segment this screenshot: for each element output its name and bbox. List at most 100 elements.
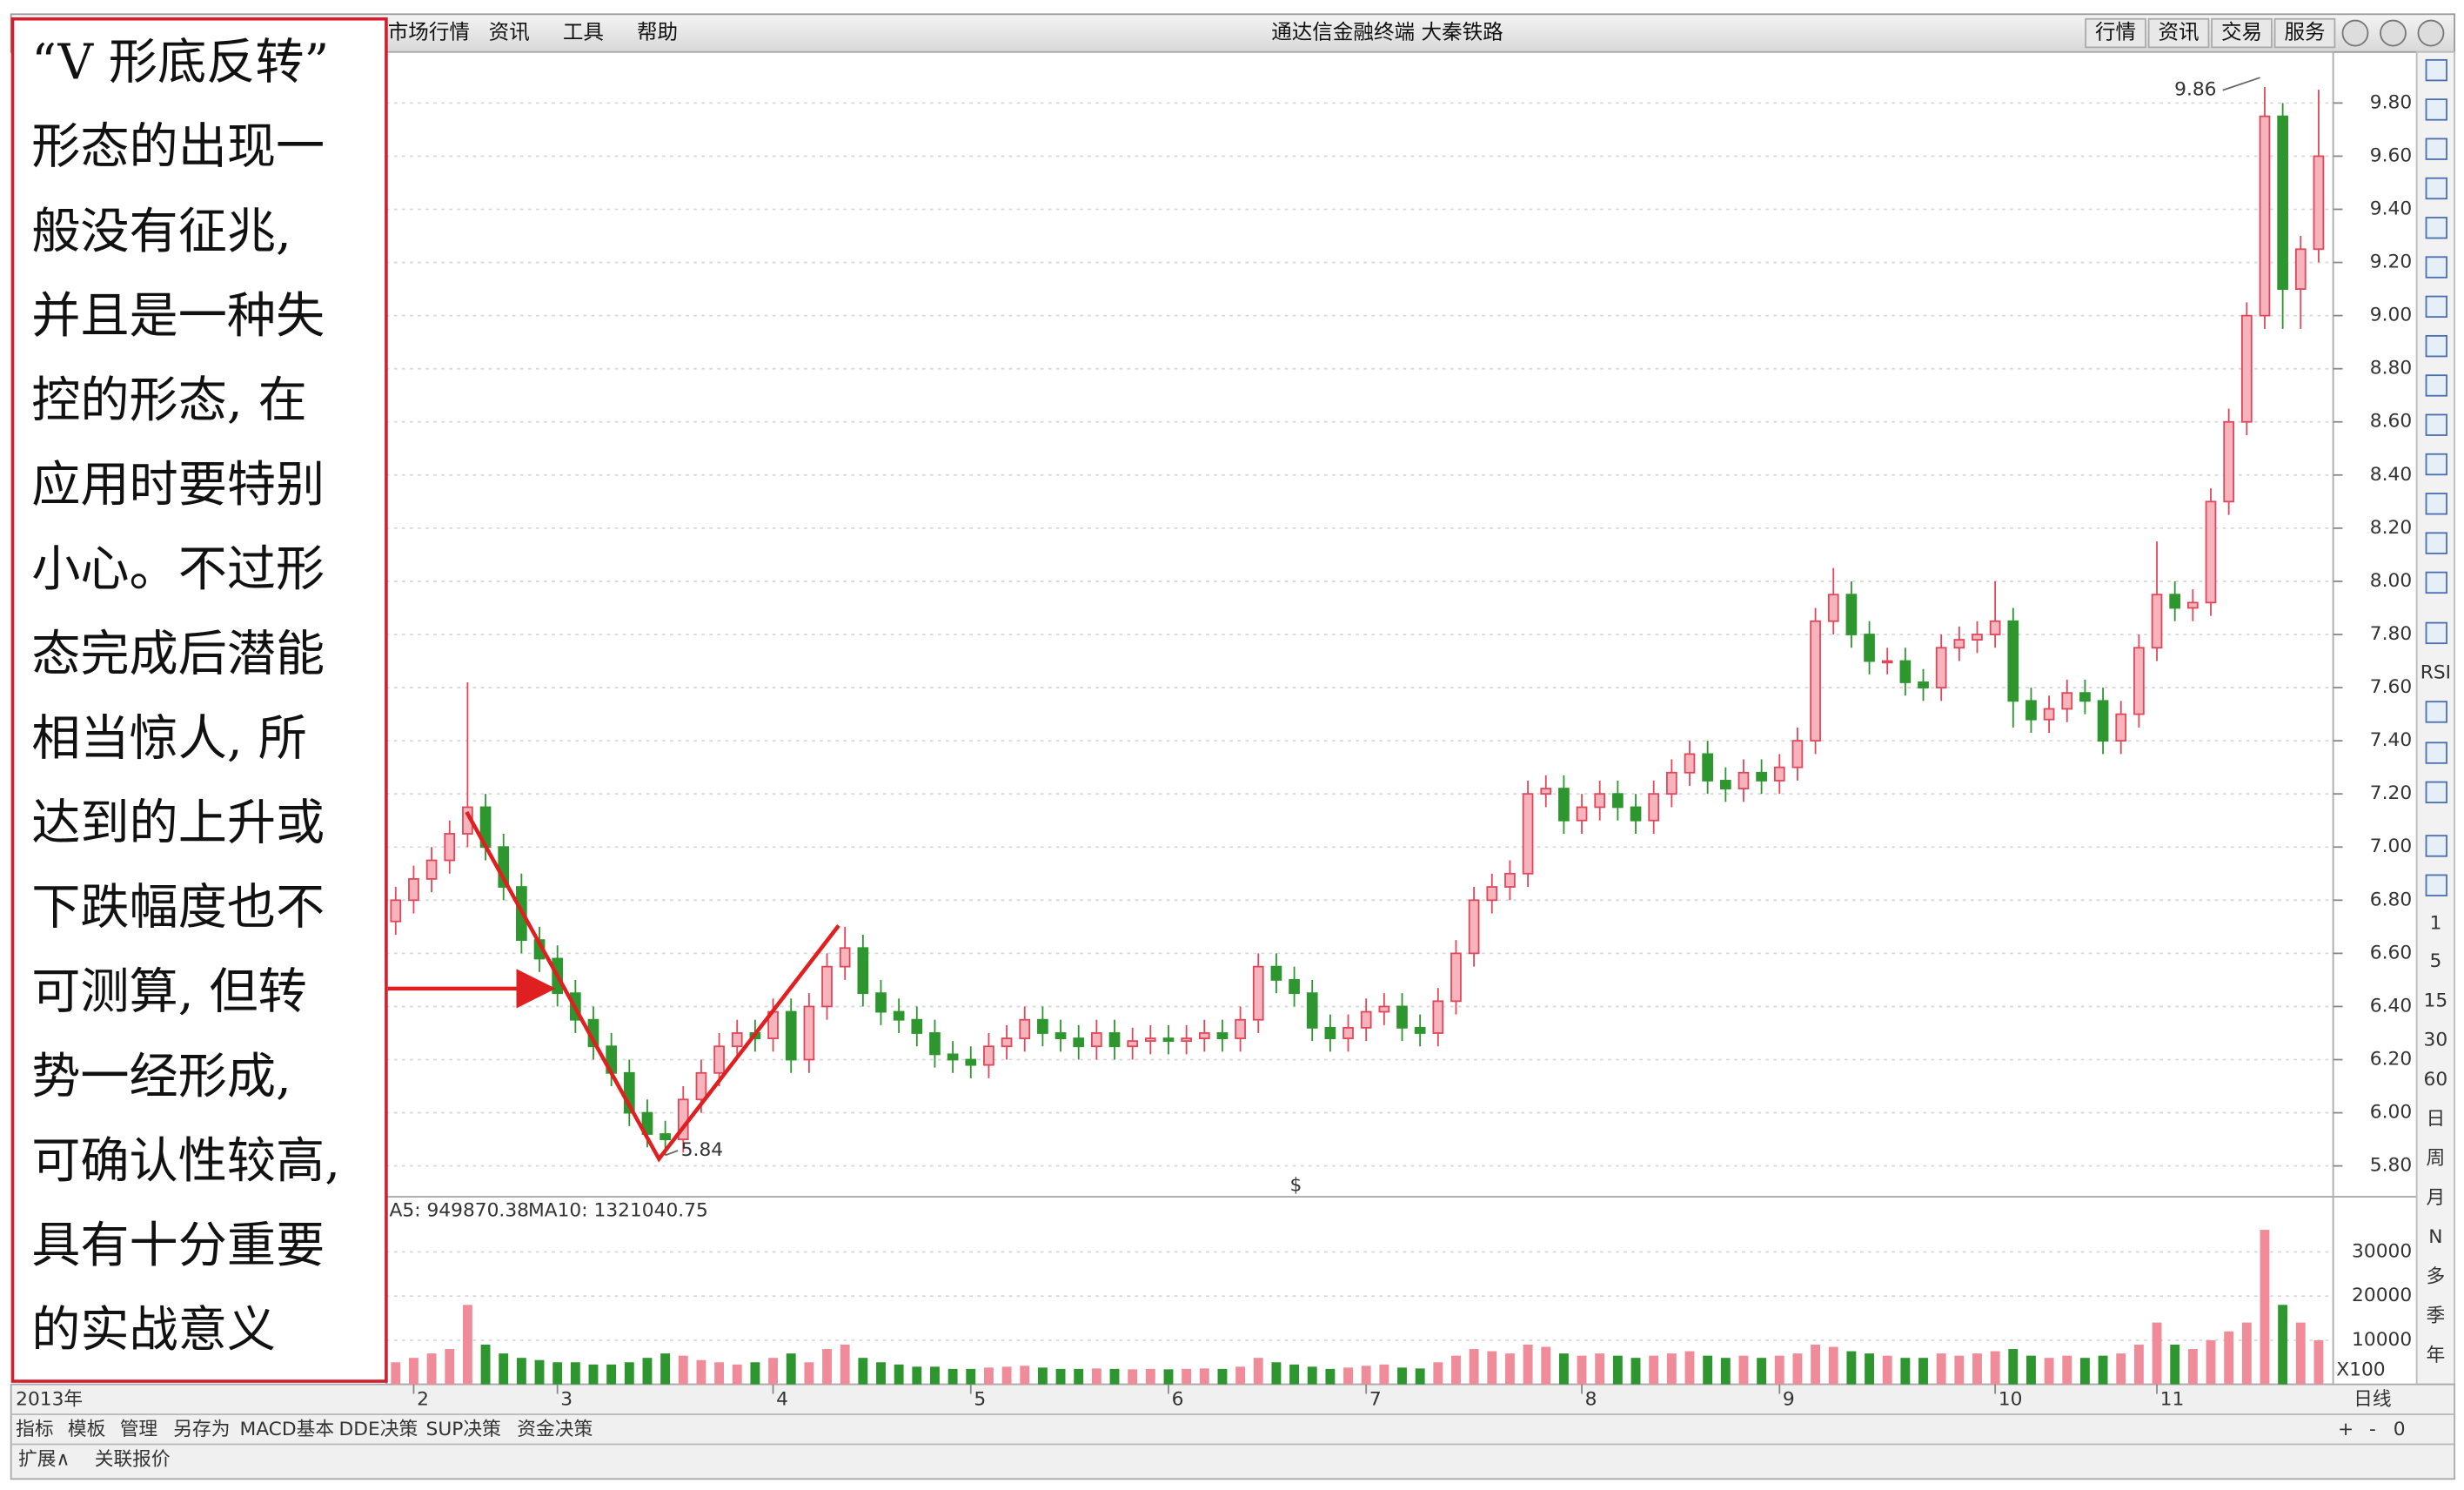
bottom-tab[interactable]: MACD基本 [239, 1419, 334, 1440]
bottom-tab[interactable]: 另存为 [173, 1419, 230, 1440]
bottom-tab[interactable]: DDE决策 [339, 1419, 418, 1440]
minimize-button[interactable] [2341, 19, 2369, 47]
volume-bar [1774, 1355, 1784, 1385]
candle-body [1378, 1005, 1390, 1013]
volume-bar [2098, 1355, 2108, 1385]
y-tick-label: 6.60 [2370, 942, 2412, 963]
volume-bar [1145, 1368, 1155, 1385]
restore-button[interactable] [2380, 19, 2407, 47]
y-tick-label: 8.20 [2370, 517, 2412, 539]
annotation-line: 态完成后潜能 [31, 626, 325, 682]
bottom-tab[interactable]: 关联报价 [95, 1449, 171, 1471]
volume-bar [2295, 1322, 2306, 1385]
toolbar-icon[interactable] [2425, 58, 2447, 82]
y-tick-label: 9.40 [2370, 198, 2412, 219]
volume-bar [1163, 1369, 1174, 1385]
menu-item[interactable]: 工具 [563, 20, 604, 44]
y-tick-label: 7.80 [2370, 623, 2412, 645]
toolbar-button[interactable]: N [2428, 1226, 2442, 1248]
candle-body [1684, 753, 1696, 774]
toolbar-button[interactable]: 15 [2424, 990, 2448, 1011]
candle-body [1612, 793, 1624, 809]
volume-bar [1684, 1351, 1695, 1385]
toolbar-icon[interactable] [2425, 835, 2447, 857]
volume-bar [1954, 1355, 1965, 1385]
toolbar-button[interactable]: 1 [2429, 913, 2441, 935]
candle-body [983, 1045, 994, 1066]
toolbar-button[interactable]: 月 [2427, 1187, 2446, 1209]
menu-button[interactable]: 资讯 [2158, 20, 2199, 44]
volume-bar [1379, 1364, 1389, 1385]
toolbar-icon[interactable] [2425, 621, 2447, 645]
bottom-tab[interactable]: 模板 [68, 1419, 105, 1440]
annotation-line: “V 形底反转” [31, 35, 329, 91]
toolbar-button[interactable]: 年 [2427, 1345, 2446, 1366]
toolbar-button[interactable]: 日 [2427, 1108, 2446, 1130]
toolbar-icon[interactable] [2425, 571, 2447, 594]
volume-bar [2187, 1349, 2198, 1385]
menu-button[interactable]: 服务 [2284, 20, 2325, 44]
bottom-tab[interactable]: 资金决策 [517, 1419, 593, 1440]
volume-bar [786, 1353, 796, 1385]
volume-bar [1415, 1368, 1425, 1385]
toolbar-icon[interactable] [2425, 374, 2447, 397]
menu-item[interactable]: 帮助 [637, 20, 678, 44]
toolbar-icon[interactable] [2425, 413, 2447, 436]
toolbar-icon[interactable] [2425, 701, 2447, 723]
candle-body [1360, 1010, 1372, 1029]
menu-button[interactable]: 交易 [2221, 20, 2262, 44]
candle-body [1827, 594, 1839, 622]
candle-body [2043, 708, 2055, 721]
menu-bar [10, 13, 2456, 53]
close-button[interactable] [2417, 19, 2445, 47]
toolbar-icon[interactable] [2425, 781, 2447, 804]
bottom-tab[interactable]: 指标 [16, 1419, 53, 1440]
candle-body [2205, 500, 2217, 604]
candle-body [1918, 681, 1929, 688]
volume-bar [1074, 1368, 1084, 1385]
toolbar-button[interactable]: 周 [2427, 1148, 2446, 1170]
menu-item[interactable]: 市场行情 [388, 20, 470, 44]
candle-body [1127, 1040, 1139, 1048]
volume-bar [2133, 1344, 2144, 1385]
y-tick-label: 8.80 [2370, 358, 2412, 379]
bottom-tab[interactable]: 扩展∧ [18, 1449, 70, 1471]
toolbar-icon[interactable] [2425, 295, 2447, 319]
volume-bar [499, 1353, 509, 1385]
zoom-control[interactable]: 0 [2394, 1419, 2406, 1440]
toolbar-icon[interactable] [2425, 742, 2447, 764]
candle-body [713, 1045, 725, 1074]
toolbar-icon[interactable] [2425, 177, 2447, 200]
toolbar-icon[interactable] [2425, 493, 2447, 515]
candle-body [1972, 634, 1983, 641]
volume-bar [1666, 1353, 1677, 1385]
toolbar-icon[interactable] [2425, 874, 2447, 896]
toolbar-button[interactable]: 多 [2427, 1265, 2446, 1287]
toolbar-icon[interactable] [2425, 532, 2447, 554]
toolbar-button[interactable]: 5 [2429, 950, 2441, 972]
volume-bar [804, 1362, 814, 1385]
toolbar-button[interactable]: 60 [2424, 1069, 2448, 1091]
toolbar-button[interactable]: RSI [2420, 662, 2451, 684]
bottom-tab[interactable]: SUP决策 [426, 1419, 502, 1440]
toolbar-icon[interactable] [2425, 217, 2447, 239]
toolbar-icon[interactable] [2425, 98, 2447, 121]
toolbar-icon[interactable] [2425, 256, 2447, 279]
menu-button[interactable]: 行情 [2095, 20, 2136, 44]
candle-body [929, 1032, 941, 1056]
menu-item[interactable]: 资讯 [489, 20, 530, 44]
toolbar-button[interactable]: 季 [2427, 1305, 2446, 1327]
zoom-control[interactable]: - [2369, 1419, 2376, 1440]
annotation-line: 并且是一种失 [31, 288, 325, 345]
candle-body [2294, 248, 2307, 290]
toolbar-button[interactable]: 30 [2424, 1030, 2448, 1051]
candle-body [785, 1010, 797, 1061]
zoom-control[interactable]: + [2338, 1419, 2354, 1440]
candle-body [1342, 1026, 1354, 1039]
x-tick-label: 11 [2160, 1389, 2185, 1411]
toolbar-icon[interactable] [2425, 138, 2447, 160]
bottom-tab[interactable]: 管理 [120, 1419, 157, 1440]
toolbar-icon[interactable] [2425, 453, 2447, 476]
candle-body [408, 877, 419, 902]
toolbar-icon[interactable] [2425, 334, 2447, 358]
